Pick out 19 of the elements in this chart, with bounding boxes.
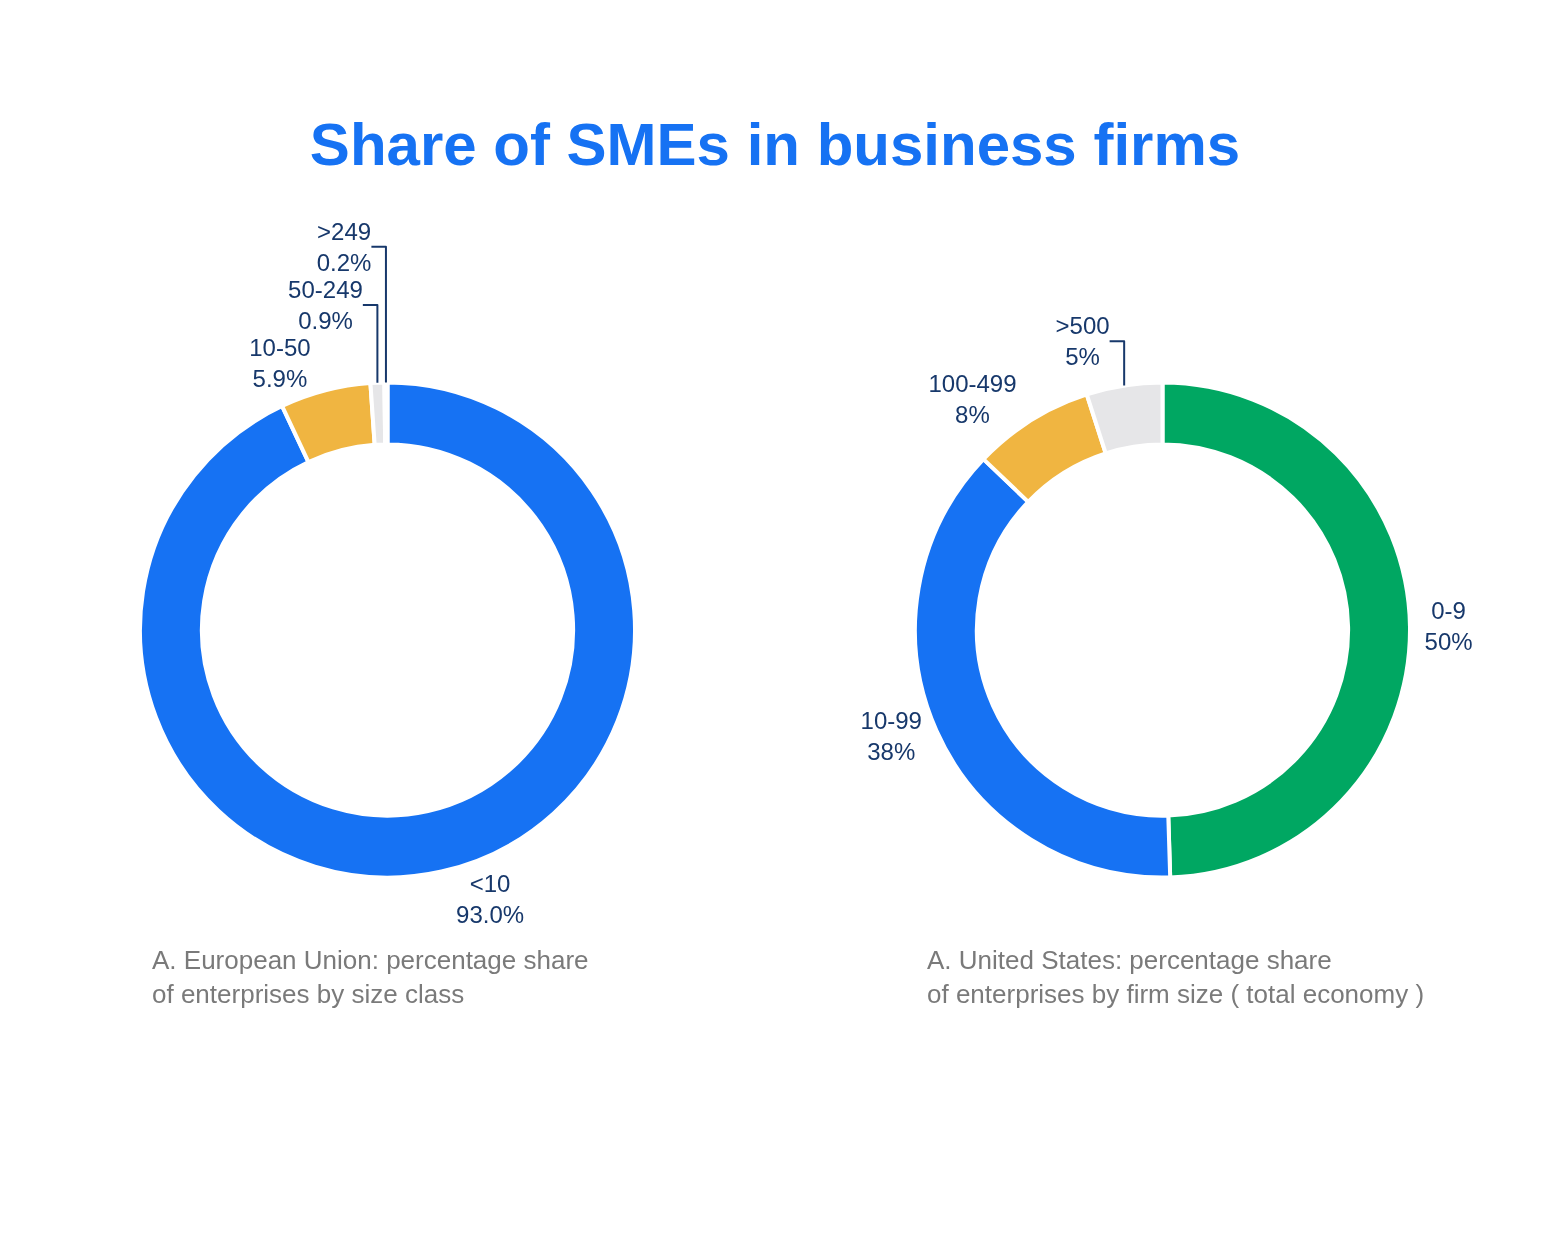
text: Share of SMEs in business firms [309, 111, 1241, 178]
slice-label: 10-99 [860, 706, 922, 734]
slice-label: >249 [317, 217, 372, 245]
data-label: 5.9% [252, 365, 308, 393]
slice-label: 0-9 [1431, 597, 1466, 625]
data-label: 38% [867, 737, 916, 765]
data-label: 0.9% [298, 307, 353, 335]
data-label: 50% [1424, 628, 1473, 656]
slice-label: 50-249 [288, 275, 363, 303]
data-label: 0.2% [316, 248, 372, 276]
text: A. United States: percentage share of enterprises by firm size ( total economy ) [927, 945, 1425, 1009]
slice-label: >500 [1055, 312, 1110, 340]
slice-label: <10 [469, 870, 511, 898]
data-label: 5% [1065, 343, 1100, 371]
data-label: 93.0% [456, 901, 525, 929]
slice-label: 100-499 [928, 370, 1017, 398]
data-label: 8% [955, 401, 990, 429]
text: A. European Union: percentage share of enterprises by size class [152, 945, 589, 1009]
slice-label: 10-50 [249, 334, 311, 362]
